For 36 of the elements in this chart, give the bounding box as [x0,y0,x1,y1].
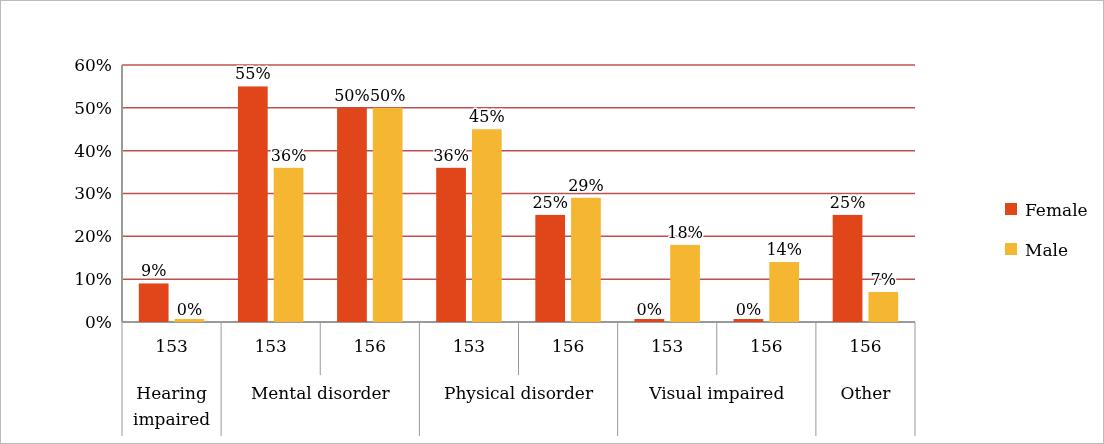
data-label: 29% [568,175,604,195]
y-tick-label: 60% [74,54,112,75]
legend-label: Male [1025,239,1069,260]
y-tick-label: 50% [74,97,112,118]
data-label: 25% [532,192,568,212]
data-label: 0% [176,300,203,319]
y-tick-label: 10% [74,269,112,290]
x-tick-label: 156 [551,336,585,356]
text: Mental disorder [250,383,391,403]
data-label: 25% [829,192,866,212]
x-tick-label: 156 [849,336,882,356]
data-label: 50% [369,85,406,105]
data-label: 50% [334,85,370,105]
legend-label: Female [1025,199,1088,220]
text: Other [840,383,892,403]
data-label: 36% [433,145,469,165]
y-tick-label: 30% [74,183,112,204]
y-tick-label: 0% [85,311,112,332]
text: Visual impaired [648,383,785,403]
data-label: 55% [235,64,271,84]
text: Physical disorder [443,383,594,403]
x-tick-label: 153 [650,336,684,356]
data-label: 45% [469,107,505,127]
data-label: 9% [141,261,167,281]
x-tick-label: 156 [353,336,387,356]
data-label: 0% [735,300,762,319]
data-label: 0% [636,300,663,319]
data-label: 36% [270,145,307,165]
text: Hearing impaired [133,383,211,429]
y-tick-label: 20% [74,226,112,247]
x-tick-label: 153 [254,336,287,356]
x-tick-label: 153 [155,336,188,356]
data-label: 14% [766,240,802,260]
x-tick-label: 153 [452,336,486,356]
x-tick-label: 156 [750,336,783,356]
y-tick-label: 40% [74,140,112,161]
